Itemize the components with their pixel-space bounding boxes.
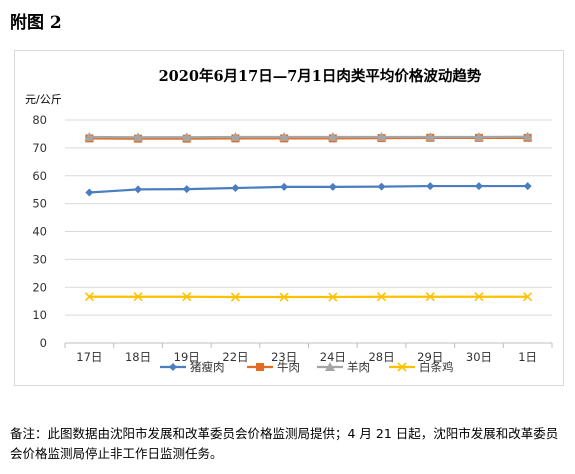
legend-marker: [169, 363, 177, 371]
x-tick-label: 17日: [76, 350, 102, 364]
data-point-0: [231, 184, 240, 193]
data-point-3: [84, 292, 94, 302]
data-point-0: [523, 182, 532, 191]
x-tick-label: 23日: [271, 350, 297, 364]
data-point-2: [425, 132, 436, 142]
data-point-2: [473, 132, 484, 142]
data-point-0: [474, 182, 483, 191]
page-heading: 附图 2: [10, 13, 62, 33]
data-point-0: [280, 182, 289, 191]
y-tick-label: 60: [32, 169, 47, 183]
data-point-2: [376, 132, 387, 142]
data-point-3: [474, 292, 484, 302]
data-point-3: [230, 292, 241, 302]
x-tick-label: 24日: [320, 350, 346, 364]
series-line-0: [89, 184, 528, 194]
data-point-3: [376, 292, 387, 302]
data-point-2: [84, 132, 95, 142]
x-tick-label: 1日: [518, 350, 537, 364]
data-point-3: [328, 292, 338, 302]
data-point-3: [425, 292, 435, 302]
x-tick-label: 19日: [174, 350, 200, 364]
y-tick-label: 80: [32, 113, 47, 127]
data-point-3: [133, 292, 143, 302]
x-tick-label: 30日: [466, 350, 492, 364]
y-tick-label: 70: [32, 141, 47, 155]
data-point-0: [328, 182, 337, 191]
data-point-2: [522, 131, 533, 141]
legend-label: 白条鸡: [419, 360, 454, 374]
y-axis-label: 元/公斤: [25, 93, 62, 106]
series-line-2: [89, 135, 528, 139]
legend-label: 牛肉: [277, 360, 300, 374]
data-point-2: [181, 132, 192, 142]
footnote: 备注：此图数据由沈阳市发展和改革委员会价格监测局提供；4 月 21 日起，沈阳市…: [10, 426, 559, 461]
legend-marker: [256, 363, 264, 371]
legend-label: 羊肉: [347, 360, 370, 374]
chart-title: 2020年6月17日—7月1日肉类平均价格波动趋势: [159, 67, 482, 85]
data-point-0: [426, 182, 435, 191]
legend-marker: [325, 362, 335, 371]
x-tick-label: 28日: [368, 350, 394, 364]
chart-frame: 2020年6月17日—7月1日肉类平均价格波动趋势元/公斤 0 10 20 30 40 50…: [14, 50, 564, 386]
legend-marker: [397, 362, 407, 372]
legend-label: 猪瘦肉: [190, 360, 225, 374]
data-point-2: [279, 132, 290, 142]
data-point-3: [279, 292, 289, 302]
y-tick-label: 30: [32, 252, 47, 266]
y-tick-label: 0: [40, 336, 47, 350]
data-point-0: [182, 185, 191, 194]
data-point-0: [134, 185, 143, 194]
y-tick-label: 20: [32, 280, 47, 294]
data-point-0: [85, 188, 94, 197]
x-tick-label: 22日: [222, 350, 248, 364]
x-tick-label: 18日: [125, 350, 151, 364]
data-point-0: [377, 182, 386, 191]
data-point-2: [230, 132, 241, 142]
data-point-2: [327, 132, 338, 142]
x-tick-label: 29日: [417, 350, 443, 364]
y-tick-label: 50: [32, 197, 47, 211]
data-point-3: [523, 292, 533, 302]
data-point-2: [133, 132, 144, 142]
data-point-3: [182, 292, 192, 302]
y-tick-label: 40: [32, 225, 47, 239]
y-tick-label: 10: [32, 308, 47, 322]
